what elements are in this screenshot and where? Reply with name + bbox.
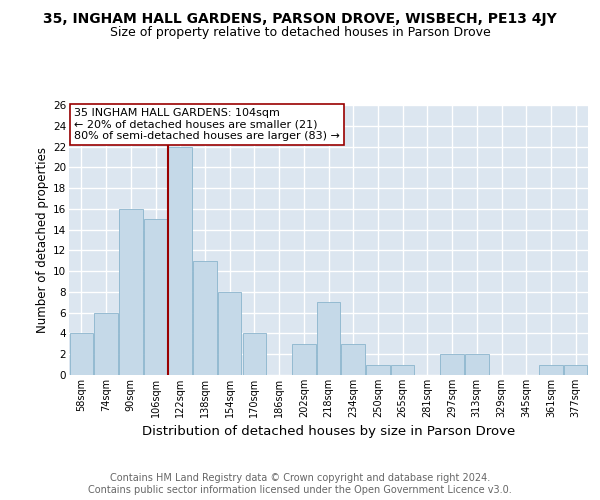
Bar (193, 261, 217, 375)
Bar (169, 146, 192, 375)
Bar (292, 344, 316, 375)
Bar (218, 292, 241, 375)
Bar (70, 334, 93, 375)
Bar (391, 364, 415, 375)
Bar (144, 219, 167, 375)
Bar (564, 364, 587, 375)
Y-axis label: Number of detached properties: Number of detached properties (36, 147, 49, 333)
Text: Contains HM Land Registry data © Crown copyright and database right 2024.
Contai: Contains HM Land Registry data © Crown c… (88, 474, 512, 495)
Bar (317, 302, 340, 375)
X-axis label: Distribution of detached houses by size in Parson Drove: Distribution of detached houses by size … (142, 426, 515, 438)
Bar (440, 354, 464, 375)
Bar (366, 364, 389, 375)
Bar (242, 334, 266, 375)
Text: 35, INGHAM HALL GARDENS, PARSON DROVE, WISBECH, PE13 4JY: 35, INGHAM HALL GARDENS, PARSON DROVE, W… (43, 12, 557, 26)
Bar (465, 354, 488, 375)
Bar (94, 312, 118, 375)
Bar (119, 209, 143, 375)
Bar (341, 344, 365, 375)
Text: Size of property relative to detached houses in Parson Drove: Size of property relative to detached ho… (110, 26, 490, 39)
Bar (539, 364, 563, 375)
Text: 35 INGHAM HALL GARDENS: 104sqm
← 20% of detached houses are smaller (21)
80% of : 35 INGHAM HALL GARDENS: 104sqm ← 20% of … (74, 108, 340, 141)
